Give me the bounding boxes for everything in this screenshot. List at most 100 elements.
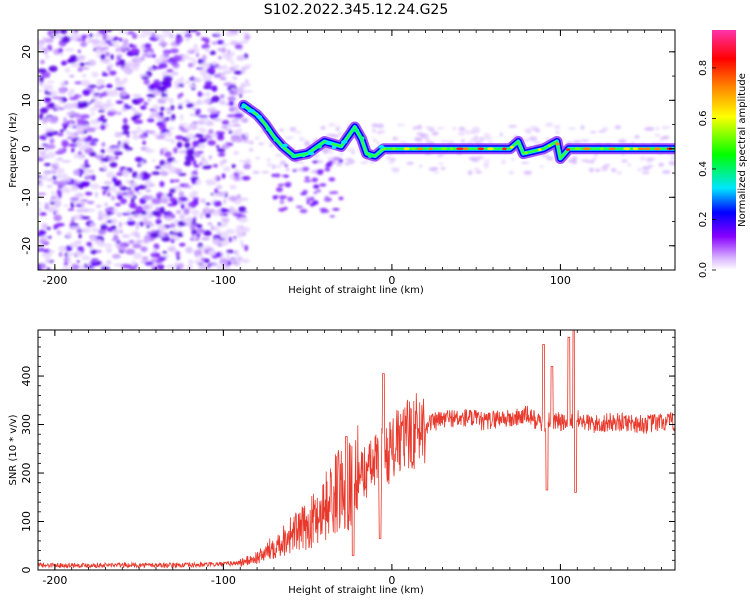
spectrogram-noise-blob [84, 173, 89, 178]
spectrogram-noise-blob [133, 119, 144, 125]
spectrogram-faint-blob [241, 138, 249, 142]
spectrogram-noise-blob [142, 140, 146, 146]
spectrogram-noise-blob [77, 54, 86, 61]
colorbar-tick-label: 0.0 [698, 262, 709, 278]
spectrogram-noise-blob [101, 73, 109, 77]
spectrogram-faint-blob [614, 125, 621, 130]
spectrogram-faint-blob [627, 163, 632, 167]
spectrogram-noise-blob [42, 47, 49, 55]
ridge-hot-spot [301, 153, 306, 158]
spectrogram-noise-blob [148, 84, 156, 91]
spectrogram-noise-blob [93, 100, 100, 104]
spectrogram-noise-blob [61, 160, 72, 163]
spectrogram-noise-blob [175, 210, 182, 214]
spectrogram-noise-blob [186, 102, 194, 108]
spectrogram-noise-blob [48, 65, 58, 72]
spectrogram-noise-blob [193, 77, 202, 83]
spectrogram-faint-blob [580, 125, 585, 130]
spectrogram-faint-blob [546, 156, 554, 161]
spectrogram-noise-blob [122, 192, 128, 195]
spectrogram-faint-blob [580, 139, 590, 143]
spectrogram-noise-blob [41, 136, 47, 141]
spectrogram-noise-blob [244, 132, 249, 138]
ridge-hot-spot [416, 147, 423, 151]
spectrogram-noise-blob [80, 208, 90, 213]
spectrogram-noise-blob [131, 33, 138, 39]
spectrogram-noise-blob [187, 62, 193, 68]
spectrogram-tail-blob [279, 199, 285, 205]
ridge-hot-spot [307, 151, 315, 156]
spectrogram-noise-blob [160, 96, 169, 101]
spectrogram-faint-blob [372, 129, 376, 133]
spectrogram-faint-blob [425, 138, 430, 144]
spectrogram-noise-blob [228, 130, 233, 134]
spectrogram-noise-blob [127, 31, 135, 35]
spectrogram-noise-blob [146, 225, 151, 229]
spectrogram-faint-blob [431, 131, 439, 136]
spectrogram-noise-blob [142, 220, 153, 225]
spectrogram-noise-blob [118, 169, 125, 173]
spectrogram-noise-blob [241, 117, 249, 123]
spectrogram-noise-blob [208, 249, 216, 256]
spectrogram-noise-blob [143, 79, 150, 85]
spectrogram-noise-blob [160, 38, 165, 43]
spectrogram-faint-blob [553, 125, 561, 130]
spectrogram-noise-blob [97, 210, 104, 217]
spectrogram-faint-blob [320, 125, 326, 130]
spectrogram-faint-blob [510, 157, 515, 162]
spectrogram-tail-blob [312, 160, 319, 164]
spectrogram-faint-blob [346, 148, 356, 152]
spectrogram-faint-blob [279, 160, 287, 166]
spectrogram-noise-blob [191, 209, 200, 216]
spectrogram-noise-blob [114, 131, 122, 138]
spectrogram-faint-blob [377, 129, 386, 134]
spectrogram-noise-blob [156, 191, 164, 197]
spectrogram-noise-blob [118, 31, 128, 34]
spectrogram-noise-blob [143, 237, 149, 243]
spectrogram-faint-blob [671, 156, 675, 159]
spectrogram-noise-blob [118, 37, 123, 42]
spectrogram-noise-blob [150, 252, 161, 258]
spectrogram-tail-blob [277, 183, 284, 187]
spectrogram-noise-blob [120, 95, 130, 100]
spectrogram-noise-blob [219, 231, 225, 239]
spectrogram-noise-blob [119, 245, 126, 252]
spectrogram-noise-blob [238, 206, 247, 213]
spectrogram-noise-blob [194, 169, 198, 173]
spectrogram-noise-blob [178, 262, 184, 269]
spectrogram-noise-blob [221, 217, 230, 224]
spectrogram-noise-blob [140, 105, 147, 110]
spectrogram-noise-blob [204, 76, 211, 81]
spectrogram-noise-blob [81, 227, 92, 234]
spectrogram-noise-blob [63, 261, 69, 266]
spectrogram-faint-blob [389, 157, 396, 162]
spectrogram-noise-blob [131, 260, 136, 266]
spectrogram-noise-blob [242, 82, 251, 87]
spectrogram-noise-blob [58, 252, 63, 258]
spectrogram-noise-blob [102, 189, 106, 196]
spectrogram-noise-blob [160, 236, 171, 242]
spectrogram-noise-blob [105, 51, 110, 57]
spectrogram-noise-blob [38, 192, 47, 196]
spectrogram-noise-blob [199, 212, 204, 220]
spectrogram-noise-blob [151, 32, 156, 38]
spectrogram-noise-blob [142, 216, 149, 222]
ridge-hot-spot [403, 147, 410, 151]
spectrogram-noise-blob [167, 59, 173, 63]
spectrogram-faint-blob [266, 157, 271, 163]
spectrogram-noise-blob [192, 121, 198, 125]
spectrogram-faint-blob [460, 139, 465, 144]
spectrogram-noise-blob [83, 142, 90, 149]
spectrogram-noise-blob [141, 76, 149, 80]
spectrogram-noise-blob [44, 37, 54, 43]
spectrogram-noise-blob [87, 37, 92, 41]
spectrogram-noise-blob [131, 107, 136, 111]
spectrogram-noise-blob [38, 101, 42, 107]
spectrogram-noise-blob [52, 175, 57, 181]
spectrogram-noise-blob [201, 54, 207, 62]
spectrogram-noise-blob [172, 55, 183, 62]
spectrogram-noise-blob [59, 52, 64, 56]
spectrogram-noise-blob [101, 214, 111, 220]
spectrogram-noise-blob [183, 208, 190, 215]
spectrogram-noise-blob [84, 159, 89, 165]
